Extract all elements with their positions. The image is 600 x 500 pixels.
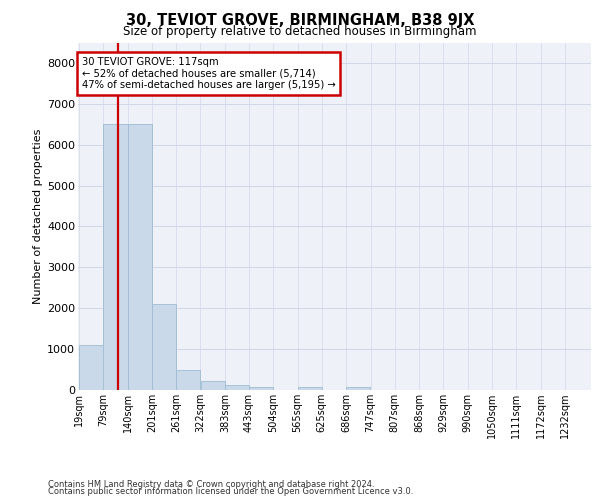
Text: Contains public sector information licensed under the Open Government Licence v3: Contains public sector information licen… (48, 487, 413, 496)
Text: 30 TEVIOT GROVE: 117sqm
← 52% of detached houses are smaller (5,714)
47% of semi: 30 TEVIOT GROVE: 117sqm ← 52% of detache… (82, 57, 335, 90)
Bar (128, 124, 152, 390)
Bar (200, 381, 225, 390)
Bar (176, 370, 200, 390)
Text: Size of property relative to detached houses in Birmingham: Size of property relative to detached ho… (123, 25, 477, 38)
Bar (249, 387, 273, 390)
Text: Contains HM Land Registry data © Crown copyright and database right 2024.: Contains HM Land Registry data © Crown c… (48, 480, 374, 489)
Text: 30, TEVIOT GROVE, BIRMINGHAM, B38 9JX: 30, TEVIOT GROVE, BIRMINGHAM, B38 9JX (126, 12, 474, 28)
Bar (79, 345, 104, 390)
Bar (298, 387, 322, 390)
Bar (346, 387, 370, 390)
Bar (152, 304, 176, 390)
Bar (103, 124, 128, 390)
Bar (225, 385, 249, 390)
Y-axis label: Number of detached properties: Number of detached properties (33, 128, 43, 304)
